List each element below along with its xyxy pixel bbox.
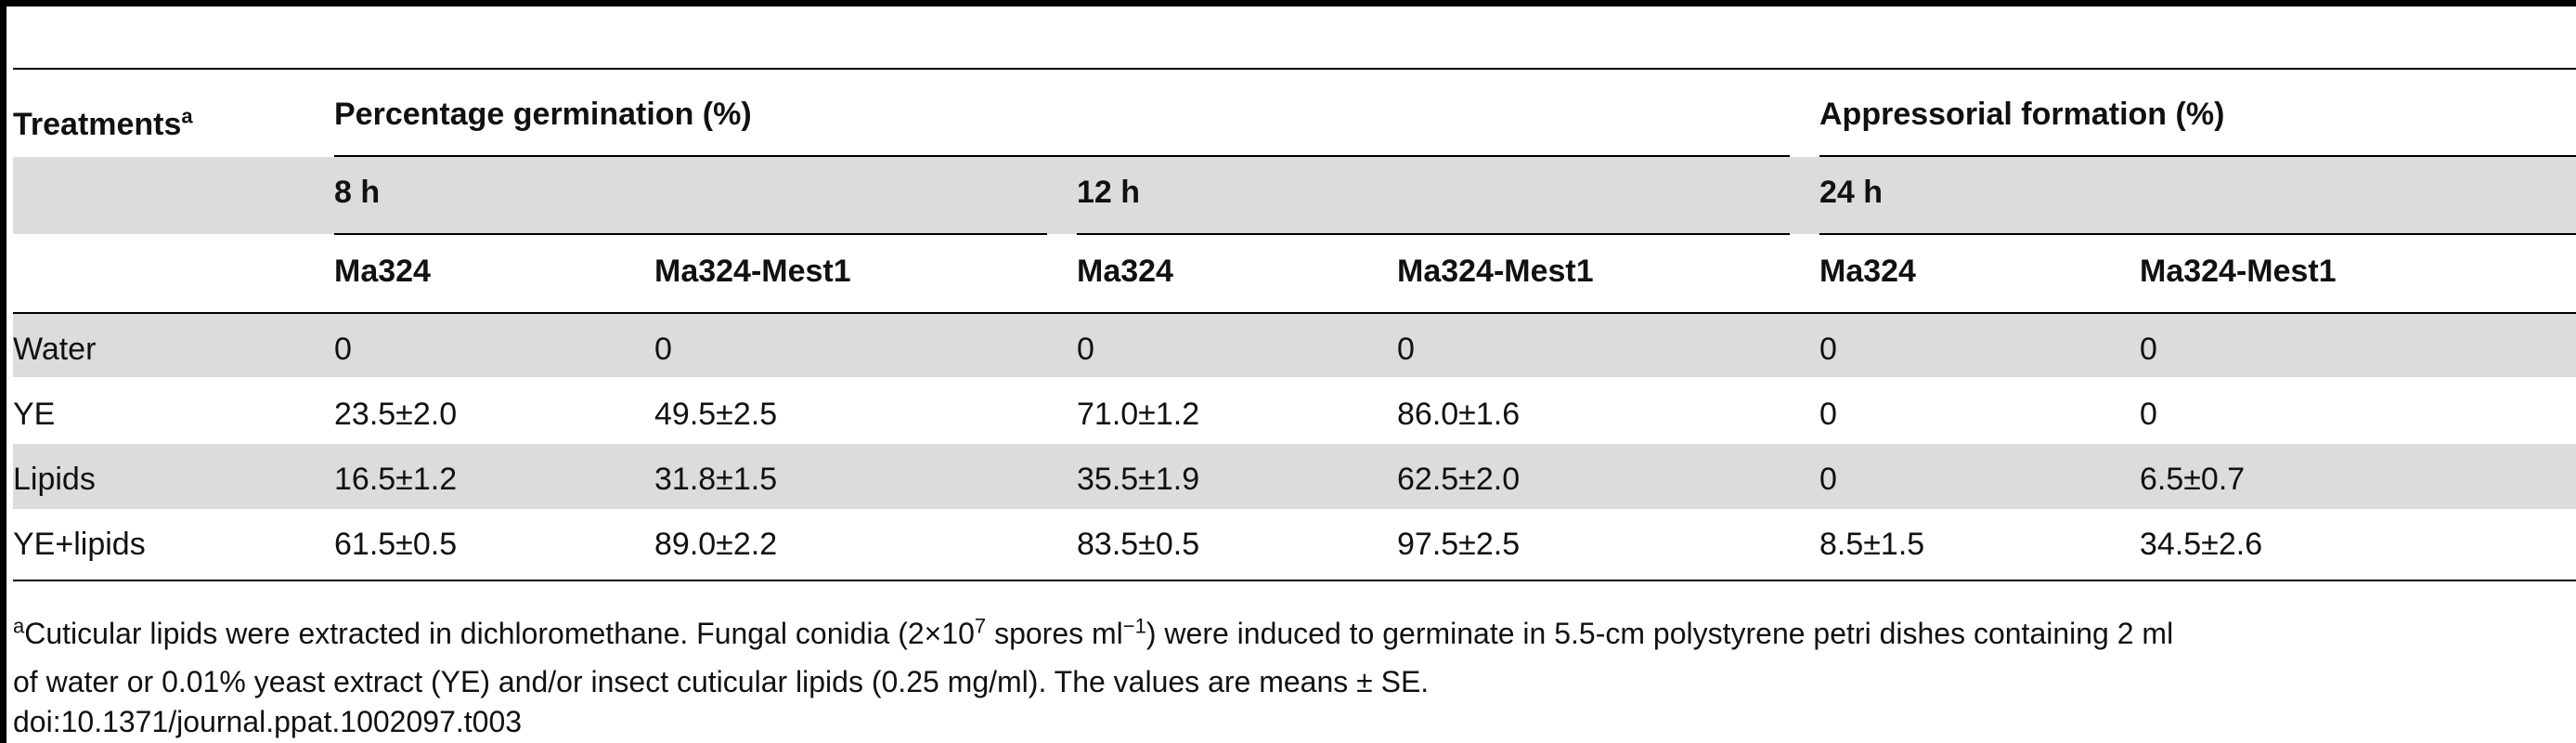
value-cell: 0 <box>2140 332 2157 367</box>
germination-group-rule <box>334 155 1790 157</box>
header-top-rule <box>13 68 2576 70</box>
value-cell: 83.5±0.5 <box>1077 527 1200 562</box>
value-cell: 8.5±1.5 <box>1819 527 1925 562</box>
value-cell: 62.5±2.0 <box>1397 462 1521 497</box>
footnote-marker: a <box>13 614 25 638</box>
treatment-cell: Water <box>13 332 97 367</box>
treatments-header: Treatmentsa <box>13 104 193 142</box>
strain-header: Ma324-Mest1 <box>654 254 851 289</box>
value-cell: 0 <box>654 332 672 367</box>
strain-header: Ma324-Mest1 <box>2140 254 2337 289</box>
value-cell: 71.0±1.2 <box>1077 397 1200 432</box>
value-cell: 61.5±0.5 <box>334 527 458 562</box>
time-24h-header: 24 h <box>1819 175 1883 210</box>
time-8h-rule <box>334 233 1047 235</box>
row-band <box>13 444 2576 509</box>
time-12h-rule <box>1077 233 1790 235</box>
appressorial-group-rule <box>1819 155 2576 157</box>
value-cell: 23.5±2.0 <box>334 397 458 432</box>
value-cell: 97.5±2.5 <box>1397 527 1521 562</box>
germination-group-header: Percentage germination (%) <box>334 97 752 132</box>
treatment-cell: YE+lipids <box>13 527 146 562</box>
value-cell: 16.5±1.2 <box>334 462 458 497</box>
value-cell: 0 <box>1819 332 1837 367</box>
value-cell: 0 <box>1077 332 1094 367</box>
value-cell: 86.0±1.6 <box>1397 397 1521 432</box>
table-bottom-rule <box>13 580 2576 581</box>
value-cell: 6.5±0.7 <box>2140 462 2246 497</box>
footnote-line-2: of water or 0.01% yeast extract (YE) and… <box>13 665 1430 698</box>
value-cell: 49.5±2.5 <box>654 397 778 432</box>
value-cell: 0 <box>2140 397 2157 432</box>
strain-header: Ma324-Mest1 <box>1397 254 1594 289</box>
value-cell: 0 <box>1819 462 1837 497</box>
strain-header: Ma324 <box>334 254 431 289</box>
left-border <box>0 0 6 743</box>
time-header-band <box>13 157 2576 234</box>
value-cell: 0 <box>334 332 352 367</box>
row-band <box>13 314 2576 377</box>
time-12h-header: 12 h <box>1077 175 1141 210</box>
doi-text: doi:10.1371/journal.ppat.1002097.t003 <box>13 705 523 738</box>
value-cell: 0 <box>1819 397 1837 432</box>
value-cell: 34.5±2.6 <box>2140 527 2263 562</box>
value-cell: 31.8±1.5 <box>654 462 778 497</box>
treatment-cell: YE <box>13 397 56 432</box>
top-border <box>0 0 2576 7</box>
header-bottom-rule <box>13 312 2576 314</box>
time-8h-header: 8 h <box>334 175 381 210</box>
value-cell: 0 <box>1397 332 1415 367</box>
appressorial-group-header: Appressorial formation (%) <box>1819 97 2225 132</box>
time-24h-rule <box>1819 233 2576 235</box>
strain-header: Ma324 <box>1077 254 1173 289</box>
footnote-line-1: aCuticular lipids were extracted in dich… <box>13 614 2174 650</box>
value-cell: 35.5±1.9 <box>1077 462 1200 497</box>
value-cell: 89.0±2.2 <box>654 527 778 562</box>
treatment-cell: Lipids <box>13 462 96 497</box>
strain-header: Ma324 <box>1819 254 1916 289</box>
